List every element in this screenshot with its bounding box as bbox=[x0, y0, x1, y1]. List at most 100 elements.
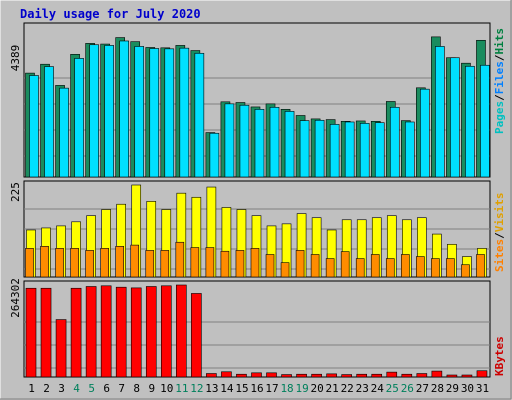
files-bar bbox=[314, 119, 325, 178]
day-label: 23 bbox=[356, 382, 369, 395]
sites-bar bbox=[280, 262, 290, 278]
visits-ymax-label: 225 bbox=[9, 182, 22, 202]
sites-bar bbox=[235, 250, 245, 278]
day-label: 18 bbox=[280, 382, 293, 395]
files-bar bbox=[164, 48, 175, 178]
day-label: 8 bbox=[133, 382, 140, 395]
sites-bar bbox=[265, 254, 275, 278]
sites-bar bbox=[190, 247, 200, 278]
files-bar bbox=[194, 52, 205, 178]
day-label: 25 bbox=[386, 382, 399, 395]
files-bar bbox=[465, 65, 475, 178]
files-bar bbox=[359, 123, 370, 178]
kbytes-bar bbox=[476, 370, 488, 378]
files-bar bbox=[149, 48, 160, 178]
files-bar bbox=[480, 64, 490, 178]
files-bar bbox=[450, 57, 460, 178]
files-bar bbox=[74, 58, 84, 178]
chart-bars bbox=[25, 36, 490, 378]
files-bar bbox=[435, 46, 445, 178]
day-label: 3 bbox=[58, 382, 65, 395]
day-label: 21 bbox=[326, 382, 339, 395]
kbytes-bar bbox=[386, 371, 398, 378]
kbytes-bar bbox=[341, 374, 352, 378]
files-bar bbox=[44, 66, 54, 178]
kbytes-bar bbox=[446, 374, 458, 378]
day-label: 15 bbox=[235, 382, 248, 395]
sites-bar bbox=[295, 250, 305, 278]
day-label: 29 bbox=[446, 382, 459, 395]
sites-bar bbox=[100, 248, 109, 278]
files-bar bbox=[389, 106, 400, 178]
day-label: 4 bbox=[73, 382, 80, 395]
files-bar bbox=[89, 44, 99, 178]
files-bar bbox=[374, 122, 385, 178]
files-bar bbox=[59, 87, 69, 178]
sites-bar bbox=[401, 254, 410, 278]
day-label: 13 bbox=[205, 382, 218, 395]
day-label: 17 bbox=[265, 382, 278, 395]
sites-bar bbox=[385, 258, 395, 278]
legend-sep: / bbox=[493, 94, 506, 101]
kbytes-bar bbox=[296, 373, 307, 378]
files-bar bbox=[269, 106, 280, 178]
sites-bar bbox=[370, 254, 380, 278]
kbytes-bar bbox=[416, 373, 428, 378]
legend-pages: Pages bbox=[493, 101, 506, 134]
files-bar bbox=[329, 124, 340, 178]
kbytes-bar bbox=[206, 373, 217, 378]
chart-title: Daily usage for July 2020 bbox=[20, 7, 201, 21]
hits-ymax-label: 4389 bbox=[9, 45, 22, 72]
kbytes-bar bbox=[401, 373, 413, 378]
sites-bar bbox=[160, 250, 170, 278]
kbytes-bar bbox=[25, 287, 37, 378]
kbytes-bar bbox=[160, 285, 172, 378]
kbytes-bar bbox=[70, 287, 82, 378]
kbytes-bar bbox=[281, 374, 292, 378]
kbytes-bar bbox=[266, 372, 277, 378]
kbytes-bar bbox=[40, 287, 52, 378]
legend-hits: Hits bbox=[493, 28, 506, 55]
day-label: 12 bbox=[190, 382, 203, 395]
kbytes-bar bbox=[115, 286, 127, 378]
sites-bar bbox=[446, 258, 455, 278]
day-label: 6 bbox=[103, 382, 110, 395]
files-bar bbox=[209, 132, 220, 178]
sites-bar bbox=[355, 258, 365, 278]
kbytes-bar bbox=[251, 372, 262, 378]
sites-bar bbox=[310, 254, 320, 278]
legend-sep: / bbox=[493, 232, 506, 239]
kbytes-bar bbox=[191, 293, 202, 378]
kbytes-bar bbox=[221, 371, 232, 378]
day-label: 1 bbox=[28, 382, 35, 395]
svg-text:Sites/Visits: Sites/Visits bbox=[493, 193, 506, 273]
legend-sites: Sites bbox=[493, 239, 506, 272]
day-label: 11 bbox=[175, 382, 188, 395]
kbytes-bar bbox=[176, 284, 187, 378]
sites-bar bbox=[205, 247, 215, 278]
sites-bar bbox=[416, 256, 425, 278]
kbytes-bar bbox=[145, 286, 157, 378]
day-label: 24 bbox=[371, 382, 385, 395]
sites-bar bbox=[70, 248, 79, 278]
files-bar bbox=[134, 46, 145, 178]
day-label: 27 bbox=[416, 382, 429, 395]
sites-bar bbox=[431, 258, 440, 278]
kbytes-bar bbox=[85, 286, 97, 378]
svg-text:Pages/Files/Hits: Pages/Files/Hits bbox=[493, 28, 506, 134]
files-bar bbox=[239, 104, 250, 178]
sites-bar bbox=[40, 246, 49, 278]
kbytes-bar bbox=[326, 373, 337, 378]
sites-bar bbox=[175, 241, 185, 278]
day-label: 19 bbox=[295, 382, 308, 395]
files-bar bbox=[284, 111, 295, 178]
day-label: 31 bbox=[476, 382, 489, 395]
kbytes-bar bbox=[461, 374, 473, 378]
day-label: 26 bbox=[401, 382, 414, 395]
files-bar bbox=[224, 103, 235, 178]
sites-bar bbox=[325, 258, 335, 278]
kbytes-bar bbox=[431, 370, 443, 378]
files-bar bbox=[29, 75, 39, 178]
kbytes-bar bbox=[371, 373, 383, 378]
kbytes-bar bbox=[236, 373, 247, 378]
